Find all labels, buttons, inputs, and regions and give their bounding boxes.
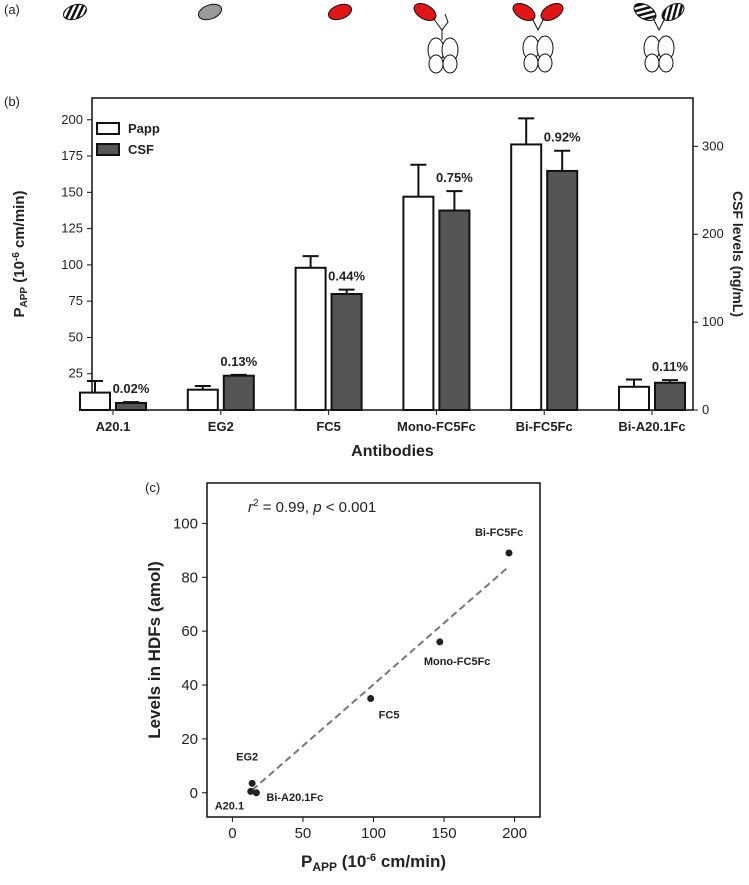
- x-tick-label: FC5: [316, 419, 341, 434]
- panel-label: (b): [4, 94, 20, 109]
- trend-line: [251, 565, 510, 791]
- y-tick-label: 60: [181, 623, 198, 640]
- y-tick-label: 50: [69, 329, 83, 344]
- y-tick-label: 150: [61, 184, 83, 199]
- y-tick-label: 80: [181, 569, 198, 586]
- label-part: < 0.001: [322, 499, 377, 516]
- bar: [222, 374, 255, 411]
- bar: [510, 143, 543, 412]
- point-label: Mono-FC5Fc: [424, 656, 491, 668]
- bar: [115, 401, 147, 412]
- y-axis-label: Levels in HDFs (amol): [145, 561, 164, 739]
- value-annotation: 0.92%: [544, 130, 581, 145]
- point-label: Bi-A20.1Fc: [266, 792, 323, 804]
- y-tick-label: 0: [190, 785, 198, 802]
- point: [247, 787, 255, 795]
- y-tick-label: 125: [61, 221, 83, 236]
- bar: [618, 385, 650, 412]
- point: [505, 549, 513, 557]
- point: [436, 638, 444, 646]
- y-tick-label: 175: [61, 148, 83, 163]
- label-part: = 0.99,: [259, 499, 314, 516]
- y-tick-label: 20: [181, 731, 198, 748]
- x-tick-label: Mono-FC5Fc: [397, 419, 476, 434]
- bar: [294, 266, 327, 411]
- value-annotation: 0.02%: [113, 381, 150, 396]
- value-annotation: 0.44%: [328, 269, 365, 284]
- x-tick-label: 100: [361, 825, 386, 842]
- label-part: 2: [253, 498, 259, 509]
- label-part: r: [248, 499, 254, 516]
- bar: [546, 169, 579, 411]
- bar: [330, 292, 363, 412]
- label-part: cm/min): [11, 190, 28, 252]
- y-tick-label: 200: [61, 112, 83, 127]
- axis-label: r2 = 0.99, p < 0.001: [248, 498, 376, 516]
- y2-tick-label: 300: [702, 138, 724, 153]
- bar: [402, 195, 435, 411]
- y-tick-label: 40: [181, 677, 198, 694]
- x-tick-label: 0: [228, 825, 236, 842]
- point-label: A20.1: [215, 800, 244, 812]
- point-label: EG2: [236, 751, 258, 763]
- bar: [654, 381, 686, 412]
- plot-frame: [91, 97, 694, 411]
- point-label: Bi-FC5Fc: [475, 527, 523, 539]
- x-tick-label: Bi-A20.1Fc: [618, 419, 685, 434]
- label-part: (10: [337, 852, 366, 871]
- value-annotation: 0.13%: [220, 354, 257, 369]
- bar: [186, 388, 219, 411]
- label-part: P: [301, 852, 312, 871]
- x-tick-label: Bi-FC5Fc: [516, 419, 573, 434]
- label-part: P: [11, 308, 28, 318]
- y-tick-label: 100: [173, 515, 198, 532]
- legend-label: Papp: [128, 121, 160, 136]
- value-annotation: 0.75%: [436, 170, 473, 185]
- panel-label: (a): [4, 2, 20, 17]
- y-tick-label: 25: [69, 366, 83, 381]
- axis-label: PAPP (10-6 cm/min): [11, 190, 30, 317]
- x-tick-label: A20.1: [96, 419, 131, 434]
- panel-label: (c): [145, 480, 160, 495]
- x-tick-label: 50: [295, 825, 312, 842]
- y-tick-label: 100: [61, 257, 83, 272]
- y2-axis-label: CSF levels (ng/mL): [730, 191, 746, 317]
- point-label: FC5: [379, 709, 400, 721]
- label-part: (10: [11, 261, 28, 287]
- label-part: cm/min): [376, 852, 446, 871]
- point: [252, 789, 260, 797]
- point: [367, 694, 375, 702]
- value-annotation: 0.11%: [652, 359, 689, 374]
- label-part: -6: [11, 252, 22, 261]
- bar: [438, 209, 471, 411]
- legend-swatch: [96, 122, 120, 135]
- x-tick-label: 200: [502, 825, 527, 842]
- label-part: APP: [19, 287, 30, 308]
- y2-tick-label: 200: [702, 226, 724, 241]
- label-part: p: [312, 499, 321, 516]
- y-tick-label: 75: [69, 293, 83, 308]
- y2-tick-label: 0: [702, 402, 709, 417]
- x-tick-label: EG2: [208, 419, 234, 434]
- x-tick-label: 150: [432, 825, 457, 842]
- x-axis-label: Antibodies: [351, 443, 434, 460]
- axis-label: PAPP (10-6 cm/min): [301, 852, 446, 874]
- y2-tick-label: 100: [702, 314, 724, 329]
- label-part: APP: [312, 860, 337, 874]
- bar: [79, 391, 111, 412]
- legend-label: CSF: [128, 142, 154, 157]
- point: [248, 779, 256, 787]
- legend-swatch: [96, 143, 120, 156]
- antibody-icons: [62, 2, 685, 74]
- label-part: -6: [366, 852, 376, 864]
